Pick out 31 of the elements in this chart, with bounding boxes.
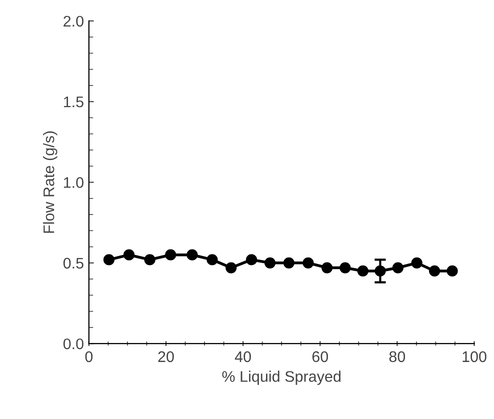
point: [165, 249, 176, 260]
x-axis-title: % Liquid Sprayed: [222, 370, 340, 385]
point: [144, 254, 156, 266]
point: [226, 262, 237, 274]
x-tick-label: 80: [389, 351, 406, 362]
point: [340, 262, 351, 274]
y-tick-label: 0.0: [63, 338, 84, 350]
point: [206, 254, 218, 266]
point: [446, 265, 458, 277]
point: [411, 257, 422, 268]
point: [302, 257, 314, 268]
y-tick-label: 0.5: [63, 258, 84, 269]
point: [392, 262, 404, 274]
x-tick-label: 0: [85, 351, 93, 362]
y-tick-label: 1.5: [64, 96, 84, 108]
x-tick-label: 20: [158, 351, 174, 362]
point: [283, 257, 294, 268]
x-tick-label: 100: [462, 351, 486, 362]
point: [186, 249, 198, 260]
x-tick-label: 60: [312, 351, 328, 362]
point: [246, 254, 258, 266]
point: [321, 262, 333, 274]
point: [357, 265, 368, 277]
x-tick-label: 40: [234, 351, 251, 362]
y-tick-label: 1.0: [64, 177, 84, 188]
point: [103, 254, 115, 266]
y-tick-label: 2.0: [64, 16, 84, 27]
y-axis-title: Flow Rate (g/s): [43, 131, 58, 233]
point: [123, 249, 135, 260]
point: [428, 265, 440, 277]
point: [264, 257, 276, 268]
